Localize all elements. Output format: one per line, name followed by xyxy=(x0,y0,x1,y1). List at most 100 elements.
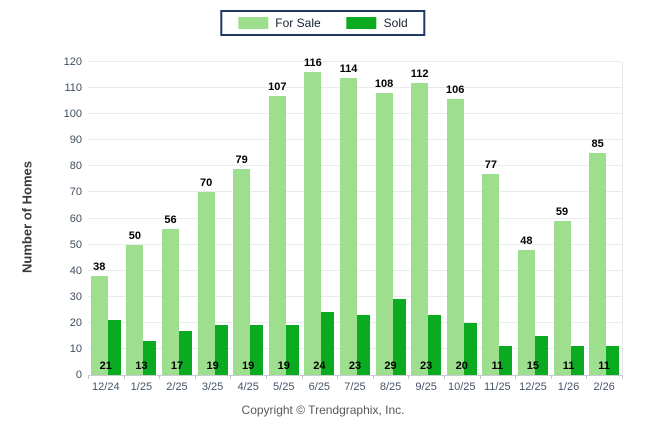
y-tick-label-10: 10 xyxy=(69,342,82,355)
for-sale-value-label: 48 xyxy=(520,234,533,247)
bar-pair: 79 xyxy=(233,154,264,375)
sold-bar-6/25 xyxy=(321,312,335,375)
x-tick-label-9/25: 9/25 xyxy=(415,381,437,393)
bar-group-3/25: 70 19 xyxy=(195,62,231,375)
for-sale-value-label: 77 xyxy=(484,159,497,172)
bar-pair: 107 xyxy=(268,81,299,375)
y-tick-label-100: 100 xyxy=(63,108,82,121)
x-axis-tick-mark xyxy=(372,375,374,379)
x-tick-label-7/25: 7/25 xyxy=(344,381,366,393)
x-axis-tick-mark xyxy=(479,375,481,379)
for-sale-bar-6/25: 116 xyxy=(304,57,322,375)
sold-bar-9/25 xyxy=(428,315,442,375)
sold-value-label: 19 xyxy=(242,360,255,372)
x-tick-label-1/25: 1/25 xyxy=(130,381,153,393)
bar-pair: 48 xyxy=(517,235,548,375)
bar-pair: 59 xyxy=(553,206,584,375)
x-tick-label-1/26: 1/26 xyxy=(557,381,580,393)
y-tick-label-110: 110 xyxy=(64,82,82,95)
x-tick-label-12/25: 12/25 xyxy=(519,381,547,393)
y-tick-label-0: 0 xyxy=(75,369,82,381)
sold-bar-12/25 xyxy=(534,335,548,375)
bar-group-2/25: 56 17 xyxy=(159,62,195,375)
y-tick-label-70: 70 xyxy=(69,186,82,199)
for-sale-bar-1/25: 50 xyxy=(126,230,144,375)
for-sale-bar-12/25: 48 xyxy=(517,235,535,375)
bar-group-10/25: 106 20 xyxy=(444,62,480,375)
bar-group-4/25: 79 19 xyxy=(230,62,266,375)
x-tick-label-10/25: 10/25 xyxy=(447,381,476,393)
bar-group-8/25: 108 29 xyxy=(373,62,409,375)
bar-pair: 50 xyxy=(126,230,157,375)
x-tick-label-6/25: 6/25 xyxy=(308,381,331,393)
x-axis-tick-mark xyxy=(444,375,445,379)
x-axis-tick-mark xyxy=(159,375,161,379)
legend-sold-label: Sold xyxy=(383,16,408,30)
x-axis-tick-mark xyxy=(515,375,517,379)
sold-value-label: 11 xyxy=(491,360,504,372)
sold-value-label: 24 xyxy=(313,360,326,372)
for-sale-bar-11/25: 77 xyxy=(482,159,500,375)
bar-group-7/25: 114 23 xyxy=(337,62,373,375)
x-tick-label-8/25: 8/25 xyxy=(379,381,402,393)
x-tick-label-11/25: 11/25 xyxy=(483,381,511,393)
for-sale-value-label: 79 xyxy=(235,153,248,166)
sold-bar-8/25 xyxy=(392,299,406,375)
sold-bar-4/25 xyxy=(250,325,264,375)
for-sale-value-label: 50 xyxy=(128,229,142,242)
sold-bar-3/25 xyxy=(214,325,228,375)
bar-group-12/24: 38 21 xyxy=(88,62,124,375)
sold-value-label: 29 xyxy=(384,360,397,372)
bar-pair: 56 xyxy=(161,214,192,375)
sold-value-label: 17 xyxy=(170,360,184,372)
sold-bar-1/26 xyxy=(570,346,584,375)
bar-pair: 85 xyxy=(589,138,620,375)
x-tick-label-4/25: 4/25 xyxy=(237,381,259,393)
sold-value-label: 23 xyxy=(420,360,433,372)
bar-group-1/26: 59 11 xyxy=(551,62,587,375)
sold-value-label: 21 xyxy=(99,360,112,372)
sold-value-label: 13 xyxy=(135,360,148,372)
sold-bar-12/24 xyxy=(107,320,121,375)
for-sale-value-label: 107 xyxy=(268,80,287,93)
sold-value-label: 15 xyxy=(526,360,540,372)
x-axis-tick-mark xyxy=(622,375,623,379)
legend-item-sold: Sold xyxy=(346,16,408,30)
x-axis-tick-mark xyxy=(337,375,339,379)
for-sale-bar-1/26: 59 xyxy=(553,206,571,375)
sold-bar-2/25 xyxy=(178,330,192,375)
bar-group-5/25: 107 19 xyxy=(266,62,302,375)
sold-bar-5/25 xyxy=(285,325,299,375)
for-sale-bar-8/25: 108 xyxy=(375,78,393,375)
for-sale-bar-12/24: 38 xyxy=(90,261,108,375)
chart-legend: For Sale Sold xyxy=(220,10,426,36)
x-axis-tick-mark xyxy=(408,375,410,379)
x-tick-label-12/24: 12/24 xyxy=(92,381,120,393)
y-tick-label-20: 20 xyxy=(69,316,82,329)
for-sale-swatch-icon xyxy=(238,17,269,29)
bar-pair: 112 xyxy=(411,68,442,375)
y-tick-label-40: 40 xyxy=(69,264,82,277)
legend-item-for-sale: For Sale xyxy=(238,16,321,30)
x-tick-label-2/25: 2/25 xyxy=(166,381,188,393)
x-axis-tick-mark xyxy=(550,375,552,379)
sold-bar-7/25 xyxy=(356,315,370,375)
copyright-text: Copyright © Trendgraphix, Inc. xyxy=(241,403,405,417)
x-axis-tick-mark xyxy=(586,375,588,379)
for-sale-value-label: 59 xyxy=(555,206,569,219)
x-axis-tick-mark xyxy=(266,375,267,379)
for-sale-value-label: 114 xyxy=(339,62,358,75)
sold-value-label: 20 xyxy=(455,360,468,372)
bar-groups: 38 21 50 13 56 17 70 19 79 19 107 19 116 24 114 23 108 29… xyxy=(88,57,622,375)
x-axis-tick-mark xyxy=(194,375,196,379)
for-sale-value-label: 38 xyxy=(93,260,106,273)
y-axis-title: Number of Homes xyxy=(19,161,35,273)
sold-bar-11/25 xyxy=(499,346,513,375)
for-sale-value-label: 56 xyxy=(164,213,177,226)
for-sale-value-label: 106 xyxy=(446,83,465,96)
y-tick-label-80: 80 xyxy=(69,160,82,173)
sold-value-label: 23 xyxy=(348,360,362,372)
x-axis-tick-mark xyxy=(88,375,89,379)
bar-pair: 116 xyxy=(304,57,335,375)
bar-group-11/25: 77 11 xyxy=(480,62,516,375)
